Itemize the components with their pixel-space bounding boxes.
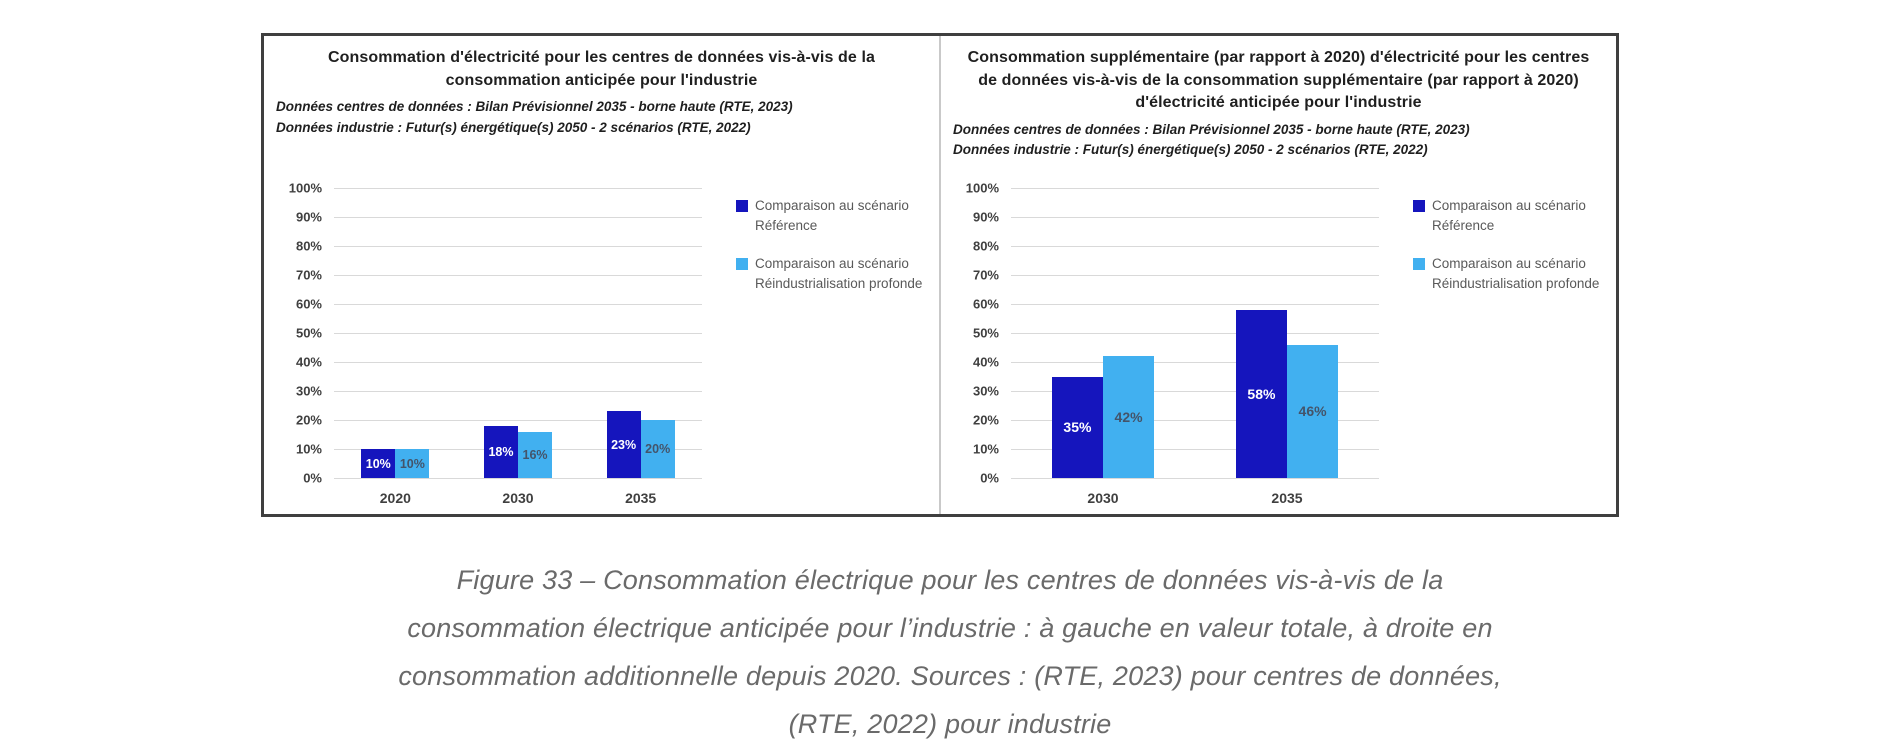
y-axis-tick-label: 30% (972, 383, 999, 399)
left-chart-source-datacenters: Données centres de données : Bilan Prévi… (276, 99, 793, 115)
legend-color-swatch-reference (1413, 200, 1425, 212)
gridline (1011, 449, 1379, 450)
y-axis-tick-label: 40% (972, 354, 999, 370)
gridline (1011, 275, 1379, 276)
right-chart-plot-area: 0% 10% 20% 30% 40% 50% 60% 70% 80% 90% 100% 2030 35%… (966, 181, 1379, 506)
y-axis-tick-label: 60% (295, 296, 322, 312)
figure-caption: Figure 33 – Consommation électrique pour… (0, 556, 1900, 748)
bar-value-label: 16% (522, 447, 548, 462)
legend-item-reference: Comparaison au scénario Référence (736, 196, 946, 237)
gridline (334, 188, 702, 189)
right-chart-source-datacenters: Données centres de données : Bilan Prévi… (953, 122, 1470, 138)
y-axis-tick-label: 100% (288, 180, 322, 196)
bar-value-label: 10% (365, 456, 391, 471)
gridline (334, 333, 702, 334)
gridline (334, 362, 702, 363)
bar-2035: 20% (640, 420, 675, 478)
y-axis-tick-label: 20% (972, 412, 999, 428)
y-axis-tick-label: 90% (972, 209, 999, 225)
y-axis-tick-label: 10% (295, 441, 322, 457)
gridline (1011, 362, 1379, 363)
y-axis-tick-label: 80% (972, 238, 999, 254)
y-axis-tick-label: 20% (295, 412, 322, 428)
y-axis-tick-label: 40% (295, 354, 322, 370)
legend-color-swatch-reference (736, 200, 748, 212)
y-axis-tick-label: 0% (303, 470, 322, 486)
bar-value-label: 58% (1247, 385, 1276, 402)
gridline (1011, 420, 1379, 421)
right-chart-source-industry: Données industrie : Futur(s) énergétique… (953, 142, 1428, 158)
left-chart-title: Consommation d'électricité pour les cent… (328, 49, 875, 89)
y-axis-tick-label: 10% (972, 441, 999, 457)
x-axis-category-label: 2030 (1087, 490, 1119, 506)
caption-line: consommation électrique anticipée pour l… (407, 613, 1493, 643)
caption-line: (RTE, 2022) pour industrie (788, 709, 1112, 739)
gridline (1011, 246, 1379, 247)
legend-label-reindustrialisation: Comparaison au scénario Réindustrialisat… (755, 255, 923, 291)
figure-frame: Consommation d'électricité pour les cent… (261, 33, 1619, 517)
right-chart-title: Consommation supplémentaire (par rapport… (967, 49, 1590, 112)
bar-2030: 16% (518, 431, 553, 478)
right-chart-legend: Comparaison au scénario Référence Compar… (1413, 196, 1623, 294)
bar-2035: 58% (1235, 309, 1287, 478)
y-axis-tick-label: 70% (972, 267, 999, 283)
gridline (334, 391, 702, 392)
x-axis-category-label: 2020 (379, 490, 411, 506)
bar-2035: 23% (606, 411, 641, 478)
bar-value-label: 35% (1063, 419, 1092, 436)
legend-label-reindustrialisation: Comparaison au scénario Réindustrialisat… (1432, 255, 1600, 291)
x-axis-category-label: 2035 (1271, 490, 1303, 506)
y-axis-tick-label: 50% (295, 325, 322, 341)
gridline (334, 275, 702, 276)
bar-2020: 10% (395, 449, 430, 478)
caption-line: Figure 33 – Consommation électrique pour… (456, 565, 1444, 595)
legend-item-reindustrialisation: Comparaison au scénario Réindustrialisat… (736, 254, 946, 295)
bar-value-label: 20% (645, 442, 671, 456)
left-chart-plot-area: 0% 10% 20% 30% 40% 50% 60% 70% 80% 90% 100% 2020 10%… (289, 181, 702, 506)
bar-2020: 10% (361, 449, 396, 478)
gridline (1011, 217, 1379, 218)
y-axis-tick-label: 30% (295, 383, 322, 399)
legend-label-reference: Comparaison au scénario Référence (1432, 198, 1586, 234)
gridline (1011, 304, 1379, 305)
y-axis-tick-label: 80% (295, 238, 322, 254)
y-axis-tick-label: 50% (972, 325, 999, 341)
gridline (334, 246, 702, 247)
gridline (1011, 391, 1379, 392)
legend-color-swatch-reindustrialisation (1413, 257, 1425, 270)
gridline (334, 304, 702, 305)
bar-value-label: 18% (488, 444, 514, 459)
y-axis-tick-label: 100% (965, 180, 999, 196)
y-axis-tick-label: 0% (980, 470, 999, 486)
x-axis-category-label: 2030 (502, 490, 534, 506)
y-axis-tick-label: 90% (295, 209, 322, 225)
legend-label-reference: Comparaison au scénario Référence (755, 198, 909, 234)
left-chart-source-industry: Données industrie : Futur(s) énergétique… (276, 119, 751, 135)
y-axis-tick-label: 60% (972, 296, 999, 312)
caption-line: consommation additionnelle depuis 2020. … (398, 661, 1502, 691)
gridline (334, 420, 702, 421)
right-chart-panel: Consommation supplémentaire (par rapport… (939, 36, 1616, 514)
gridline (1011, 188, 1379, 189)
x-axis-category-label: 2035 (625, 490, 657, 506)
y-axis-tick-label: 70% (295, 267, 322, 283)
bar-value-label: 46% (1298, 403, 1327, 420)
legend-item-reference: Comparaison au scénario Référence (1413, 196, 1623, 237)
bar-value-label: 42% (1114, 409, 1143, 426)
gridline (334, 478, 702, 479)
bar-2035: 46% (1287, 344, 1339, 478)
gridline (1011, 478, 1379, 479)
legend-item-reindustrialisation: Comparaison au scénario Réindustrialisat… (1413, 254, 1623, 295)
bar-2030: 35% (1051, 376, 1103, 478)
bar-value-label: 10% (399, 456, 425, 471)
legend-color-swatch-reindustrialisation (736, 257, 748, 270)
bar-2030: 42% (1103, 356, 1155, 478)
bar-2030: 18% (483, 425, 518, 478)
gridline (334, 217, 702, 218)
bar-value-label: 23% (611, 437, 637, 452)
left-chart-legend: Comparaison au scénario Référence Compar… (736, 196, 946, 294)
left-chart-panel: Consommation d'électricité pour les cent… (264, 36, 939, 514)
gridline (1011, 333, 1379, 334)
